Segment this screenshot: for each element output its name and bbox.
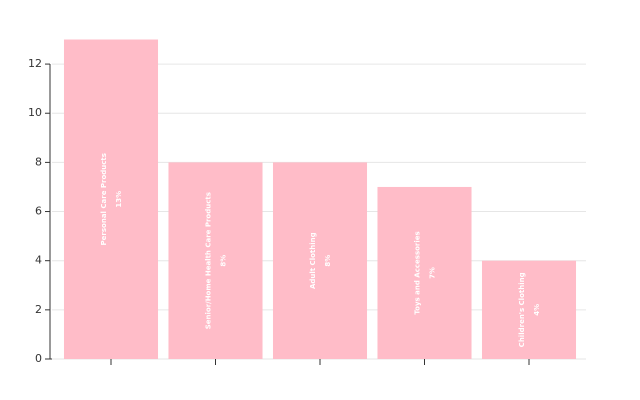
bar-category-label: Personal Care Products	[100, 153, 108, 245]
bar	[481, 260, 577, 359]
bar-value-label: 4%	[533, 304, 541, 316]
bar-value-label: 13%	[115, 191, 123, 208]
bar	[168, 162, 263, 359]
bar	[63, 39, 159, 359]
bar	[272, 162, 368, 359]
y-tick-label: 10	[28, 106, 42, 119]
bar-category-label: Children's Clothing	[518, 272, 526, 347]
bar-category-label: Senior/Home Health Care Products	[205, 192, 213, 329]
y-tick-label: 4	[35, 254, 42, 267]
y-tick-label: 6	[35, 205, 42, 218]
y-tick-label: 0	[35, 352, 42, 365]
bar-category-label: Adult Clothing	[309, 232, 317, 289]
bar-value-label: 8%	[220, 255, 228, 267]
bar-value-label: 7%	[429, 267, 437, 279]
bar-category-label: Toys and Accessories	[414, 231, 422, 314]
bar	[377, 186, 472, 359]
y-tick-label: 8	[35, 155, 42, 168]
bar-value-label: 8%	[324, 255, 332, 267]
y-tick-label: 12	[28, 57, 42, 70]
y-tick-label: 2	[35, 303, 42, 316]
